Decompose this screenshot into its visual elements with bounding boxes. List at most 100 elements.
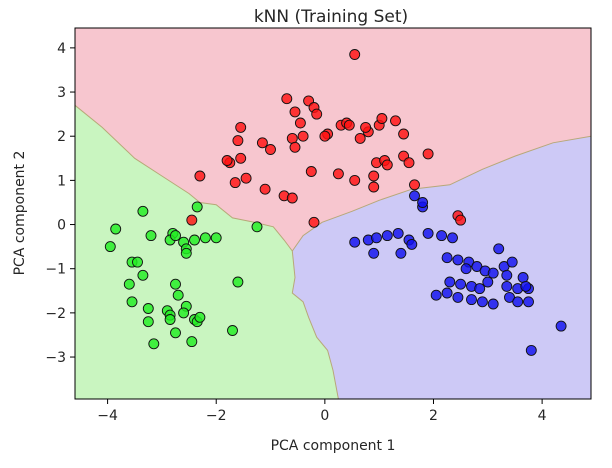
data-point <box>123 278 135 290</box>
data-point <box>444 276 456 288</box>
data-point <box>281 93 293 105</box>
data-point <box>297 130 309 142</box>
data-point <box>235 121 247 133</box>
data-point <box>343 119 355 131</box>
data-point <box>368 181 380 193</box>
data-point <box>145 230 157 242</box>
data-point <box>332 168 344 180</box>
data-point <box>403 157 415 169</box>
data-point <box>436 230 448 242</box>
data-point <box>354 132 366 144</box>
y-tick-label: 3 <box>57 85 66 101</box>
x-axis-label: PCA component 1 <box>271 438 396 454</box>
data-point <box>104 241 116 253</box>
data-point <box>452 291 464 303</box>
data-point <box>170 230 181 242</box>
data-point <box>164 314 176 325</box>
data-point <box>455 214 467 226</box>
data-point <box>460 263 472 275</box>
data-points <box>104 49 567 356</box>
data-point <box>186 336 198 348</box>
data-point <box>376 113 388 124</box>
y-axis-label: PCA component 2 <box>12 151 28 276</box>
data-point <box>178 307 190 319</box>
data-point <box>289 141 301 153</box>
data-point <box>455 278 467 290</box>
y-tick-label: −1 <box>45 262 66 278</box>
data-point <box>286 132 298 144</box>
x-tick-label: −2 <box>206 408 227 424</box>
data-point <box>191 201 203 213</box>
data-point <box>305 166 317 177</box>
decision-regions <box>75 28 591 399</box>
data-point <box>235 152 247 164</box>
data-point <box>210 232 222 244</box>
data-point <box>186 214 198 226</box>
data-point <box>251 221 263 233</box>
data-point <box>189 234 200 246</box>
data-point <box>142 303 154 314</box>
data-point <box>512 296 524 308</box>
plot-frame <box>74 27 592 400</box>
x-tick-label: 2 <box>429 408 438 424</box>
data-point <box>227 325 238 336</box>
chart-title: kNN (Training Set) <box>254 7 408 27</box>
data-point <box>390 115 401 127</box>
data-point <box>476 296 488 308</box>
data-point <box>259 183 271 195</box>
data-point <box>381 230 393 242</box>
data-point <box>110 223 122 235</box>
data-point <box>422 148 434 160</box>
data-point <box>126 296 138 308</box>
data-point <box>501 269 513 281</box>
data-point <box>482 276 494 288</box>
data-point <box>398 128 410 140</box>
data-point <box>487 267 499 279</box>
data-point <box>229 177 241 189</box>
data-point <box>523 296 534 308</box>
data-point <box>371 232 382 244</box>
data-point <box>170 327 181 339</box>
boundary-red-green <box>75 104 293 252</box>
data-point <box>289 106 301 118</box>
y-tick-label: 0 <box>57 218 66 234</box>
data-point <box>555 320 567 332</box>
data-point <box>180 247 192 259</box>
data-point <box>409 190 420 202</box>
data-point <box>308 216 320 228</box>
data-point <box>148 338 160 350</box>
y-axis: −3 −2 −1 0 1 2 3 4 <box>45 41 75 366</box>
y-tick-label: 4 <box>57 41 66 57</box>
data-point <box>294 117 306 129</box>
data-point <box>487 298 499 310</box>
data-point <box>286 192 298 204</box>
data-point <box>520 280 532 292</box>
data-point <box>137 205 149 217</box>
data-point <box>441 287 453 299</box>
data-point <box>525 344 537 356</box>
data-point <box>506 256 518 268</box>
data-point <box>240 172 252 184</box>
x-axis: −4 −2 0 2 4 <box>97 399 547 424</box>
data-point <box>265 144 276 155</box>
data-point <box>194 170 206 182</box>
data-point <box>406 238 418 250</box>
y-tick-label: −3 <box>45 350 66 366</box>
boundary-green-blue <box>291 250 339 399</box>
data-point <box>447 232 458 244</box>
data-point <box>452 254 464 266</box>
data-point <box>430 289 442 301</box>
data-point <box>232 276 244 288</box>
data-point <box>132 256 143 268</box>
data-point <box>409 179 420 191</box>
x-tick-label: 4 <box>538 408 547 424</box>
data-point <box>360 121 372 133</box>
data-point <box>517 272 529 283</box>
data-point <box>392 227 404 239</box>
data-point <box>422 227 434 239</box>
data-point <box>474 283 486 295</box>
data-point <box>349 236 361 248</box>
data-point <box>466 294 477 306</box>
data-point <box>441 252 453 264</box>
